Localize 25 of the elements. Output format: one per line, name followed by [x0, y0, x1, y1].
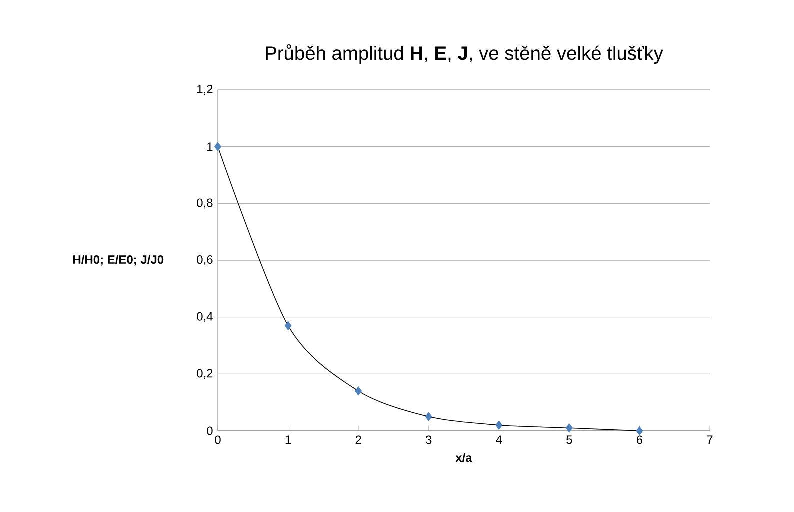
- y-tick-label: 1,2: [198, 85, 213, 95]
- x-axis-title: x/a: [456, 453, 472, 462]
- point: [214, 142, 222, 152]
- x-tick-label: 1: [286, 436, 292, 444]
- y-axis-title: H/H0; E/E0; J/J0: [74, 255, 164, 266]
- point: [355, 386, 362, 396]
- point: [284, 321, 292, 330]
- x-tick-label: 3: [426, 436, 432, 444]
- point: [496, 420, 503, 430]
- y-tick-label: 0,2: [197, 369, 213, 380]
- y-tick-label: 1: [208, 142, 213, 151]
- chart-title: Průběh amplitud H, E, J, ve stěně velké tlušťky: [266, 44, 664, 64]
- x-tick-label: 6: [636, 436, 643, 444]
- x-tick-label: 5: [566, 436, 572, 444]
- x-tick-label: 2: [356, 436, 362, 444]
- y-tick-label: 0: [207, 426, 213, 436]
- y-tick-label: 0,8: [197, 198, 213, 209]
- x-tick-label: 4: [496, 436, 502, 444]
- x-tick-label: 7: [707, 436, 713, 444]
- point: [425, 412, 432, 422]
- point: [566, 424, 573, 433]
- x-tick-label: 0: [215, 436, 221, 444]
- y-tick-label: 0,4: [197, 312, 213, 322]
- point: [636, 426, 644, 436]
- y-tick-label: 0,6: [197, 256, 213, 266]
